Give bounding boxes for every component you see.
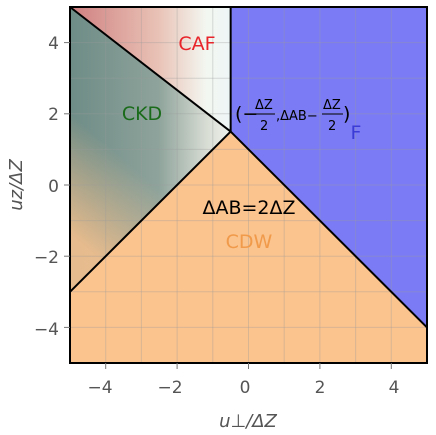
triple-point-annotation: (− ΔZ 2 ,ΔAB− ΔZ 2 ) — [235, 98, 350, 134]
condition-annotation: ΔAB=2ΔZ — [202, 197, 295, 219]
annotation-delta-z-numerator: ΔZ — [323, 98, 341, 113]
x-tick-label: −2 — [157, 378, 182, 398]
y-tick-label: 4 — [48, 34, 59, 54]
x-ticks — [105, 363, 392, 369]
y-tick-label: −2 — [34, 248, 59, 268]
grid — [69, 6, 428, 364]
phase-boundary-line — [69, 6, 232, 133]
region-label-f: F — [351, 122, 362, 144]
annotation-middle: ,ΔAB− — [276, 109, 318, 124]
region-fill-f — [230, 7, 427, 328]
annotation-denominator: 2 — [328, 119, 336, 134]
region-label-caf: CAF — [178, 33, 215, 55]
annotation-open: (− — [235, 103, 258, 125]
x-tick-label: −4 — [87, 378, 112, 398]
phase-boundary-line — [229, 130, 428, 329]
x-tick-label: 4 — [389, 378, 400, 398]
y-tick-label: −4 — [34, 320, 59, 340]
x-axis-label: u⊥/ΔZ — [219, 411, 277, 432]
y-axis-label: uz/ΔZ — [6, 159, 27, 211]
annotation-delta-z-numerator: ΔZ — [255, 98, 273, 113]
phase-boundary-line — [69, 130, 232, 293]
region-label-cdw: CDW — [226, 231, 273, 253]
y-tick-label: 0 — [48, 177, 59, 197]
x-tick-label: 2 — [315, 378, 326, 398]
y-tick-label: 2 — [48, 105, 59, 125]
y-ticks — [64, 42, 70, 328]
phase-boundaries — [69, 6, 428, 329]
annotation-denominator: 2 — [260, 119, 268, 134]
region-fill-cdw — [70, 131, 427, 363]
region-label-ckd: CKD — [122, 103, 162, 125]
region-fill-ckd-blend — [70, 7, 231, 292]
annotation-close: ) — [343, 103, 350, 125]
x-tick-label: 0 — [240, 378, 251, 398]
